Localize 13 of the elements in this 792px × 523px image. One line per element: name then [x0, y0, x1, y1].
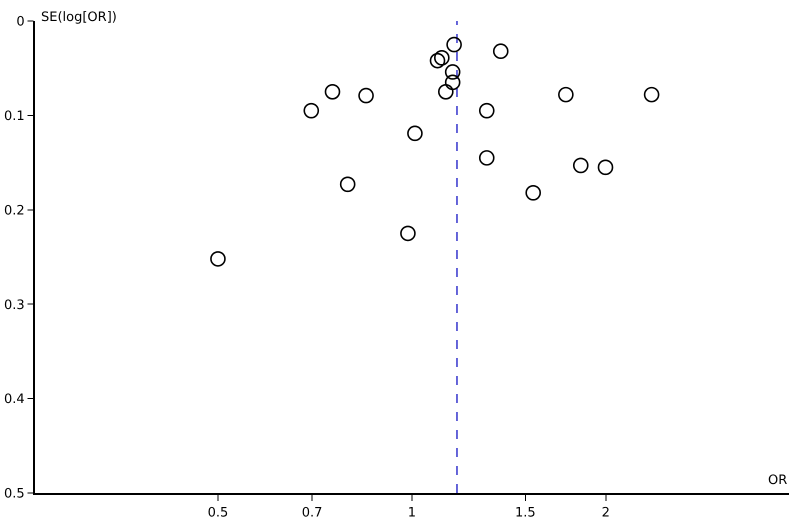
y-tick-label: 0.5 — [4, 486, 25, 502]
x-tick-label: 0.7 — [302, 505, 322, 520]
x-axis-title: OR — [768, 473, 788, 488]
y-axis-title: SE(log[OR]) — [41, 10, 117, 25]
x-tick-label: 1.5 — [514, 505, 536, 520]
y-tick-label: 0.1 — [4, 108, 25, 124]
y-tick-label: 0.4 — [4, 392, 25, 408]
x-tick-label: 0.5 — [208, 505, 228, 520]
x-tick-label: 2 — [602, 505, 610, 520]
y-tick-label: 0 — [16, 14, 25, 30]
y-tick-label: 0.2 — [4, 203, 25, 218]
y-tick-label: 0.3 — [4, 298, 25, 313]
x-tick-label: 1 — [408, 505, 416, 520]
